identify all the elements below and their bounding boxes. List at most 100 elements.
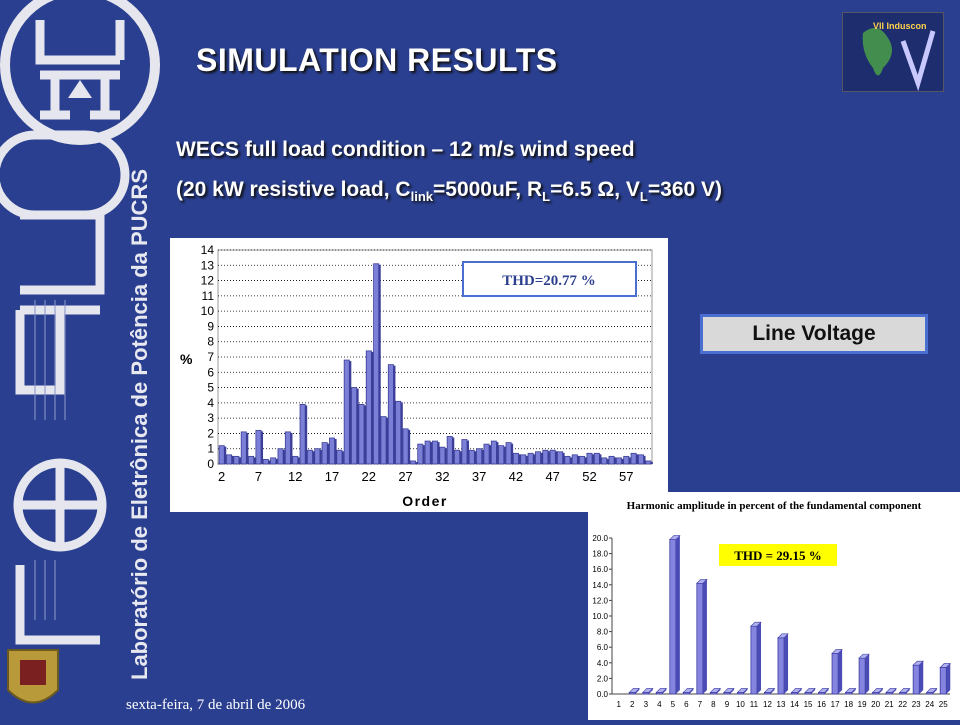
y-axis-label: % <box>180 351 193 367</box>
bar-shadow <box>437 442 440 464</box>
bar <box>248 455 255 465</box>
bar <box>571 454 578 465</box>
bar-shadow <box>356 388 359 464</box>
bar <box>858 657 866 695</box>
bar-top <box>763 688 776 693</box>
x-tick-label: 24 <box>925 700 934 709</box>
bar-top <box>723 688 735 693</box>
bar-shadow <box>319 449 322 464</box>
bar <box>351 387 358 465</box>
bar-shadow <box>518 454 521 464</box>
bar-shadow <box>569 457 572 464</box>
bar-side <box>851 688 856 694</box>
x-tick-label: 12 <box>288 469 302 484</box>
bar-top <box>642 688 654 693</box>
bar-shadow <box>621 458 624 464</box>
bar <box>240 431 247 465</box>
bar <box>549 449 556 465</box>
bar-top <box>790 688 803 693</box>
bar-side <box>811 688 816 694</box>
x-tick-label: 37 <box>472 469 486 484</box>
bar-top <box>777 633 789 639</box>
x-tick-label: 7 <box>698 700 703 709</box>
bar <box>292 455 299 465</box>
page-title: SIMULATION RESULTS <box>196 42 558 78</box>
bar-side <box>635 688 640 694</box>
bar-shadow <box>496 442 499 464</box>
bar <box>270 457 277 465</box>
bar-top <box>709 688 722 693</box>
x-tick-label: 22 <box>362 469 376 484</box>
bar <box>630 452 637 465</box>
y-tick-label: 10.0 <box>592 612 608 621</box>
bar-side <box>689 688 694 694</box>
bar-side <box>838 649 843 694</box>
y-tick-label: 2 <box>207 426 214 440</box>
bar <box>623 455 630 465</box>
bar <box>409 460 416 465</box>
x-tick-label: 11 <box>750 700 759 709</box>
y-tick-label: 3 <box>207 411 214 425</box>
y-tick-label: 10 <box>201 304 215 318</box>
bar <box>557 451 564 465</box>
x-tick-label: 16 <box>817 700 826 709</box>
slide-date: sexta-feira, 7 de abril de 2006 <box>126 697 306 713</box>
x-tick-label: 21 <box>885 700 894 709</box>
subtitle-sub: link <box>410 189 433 205</box>
y-tick-label: 2.0 <box>597 674 609 683</box>
x-axis-label: Order <box>402 493 448 509</box>
bar-shadow <box>408 429 411 464</box>
bar <box>461 439 468 465</box>
bar-side <box>892 688 897 694</box>
bar <box>637 454 644 465</box>
x-tick-label: 27 <box>398 469 412 484</box>
y-tick-label: 4 <box>207 396 214 410</box>
bar <box>358 403 365 465</box>
x-tick-label: 18 <box>844 700 853 709</box>
bar <box>395 400 402 465</box>
bar <box>512 452 519 465</box>
bar-shadow <box>231 455 234 464</box>
x-tick-label: 52 <box>582 469 596 484</box>
bar-shadow <box>261 431 264 464</box>
y-tick-label: 1 <box>207 442 214 456</box>
subtitle-part: =5000uF, R <box>433 178 543 201</box>
bar <box>255 429 262 465</box>
bar-side <box>757 622 762 694</box>
bar-shadow <box>540 452 543 464</box>
bar-shadow <box>489 445 492 464</box>
x-tick-label: 14 <box>790 700 799 709</box>
x-tick-label: 2 <box>630 700 635 709</box>
x-tick-label: 57 <box>619 469 633 484</box>
x-tick-label: 5 <box>671 700 676 709</box>
y-tick-label: 7 <box>207 350 214 364</box>
bar-side <box>905 688 910 694</box>
conference-logo: VII Induscon <box>842 12 944 92</box>
bar <box>608 455 615 465</box>
harmonic-chart-2: Harmonic amplitude in percent of the fun… <box>588 492 960 720</box>
sidebar-logo-strip <box>0 0 165 720</box>
x-tick-label: 4 <box>657 700 662 709</box>
bar-shadow <box>555 451 558 464</box>
bar-shadow <box>327 443 330 464</box>
line-voltage-label: Line Voltage <box>700 314 928 354</box>
bar-shadow <box>422 445 425 464</box>
bar-shadow <box>599 454 602 464</box>
bar <box>615 457 622 465</box>
bar-top <box>628 688 641 693</box>
x-tick-label: 17 <box>325 469 339 484</box>
bar <box>468 449 475 465</box>
thd-box <box>462 261 637 297</box>
bar <box>262 459 269 465</box>
bar-shadow <box>481 449 484 464</box>
bar-top <box>925 688 938 693</box>
x-tick-label: 25 <box>939 700 948 709</box>
thd-annotation: THD = 29.15 % <box>734 548 822 563</box>
bar <box>505 442 512 465</box>
bar <box>564 455 571 465</box>
bar <box>299 403 306 465</box>
y-tick-label: 6.0 <box>597 643 609 652</box>
bar <box>750 625 758 695</box>
bar <box>542 449 549 465</box>
